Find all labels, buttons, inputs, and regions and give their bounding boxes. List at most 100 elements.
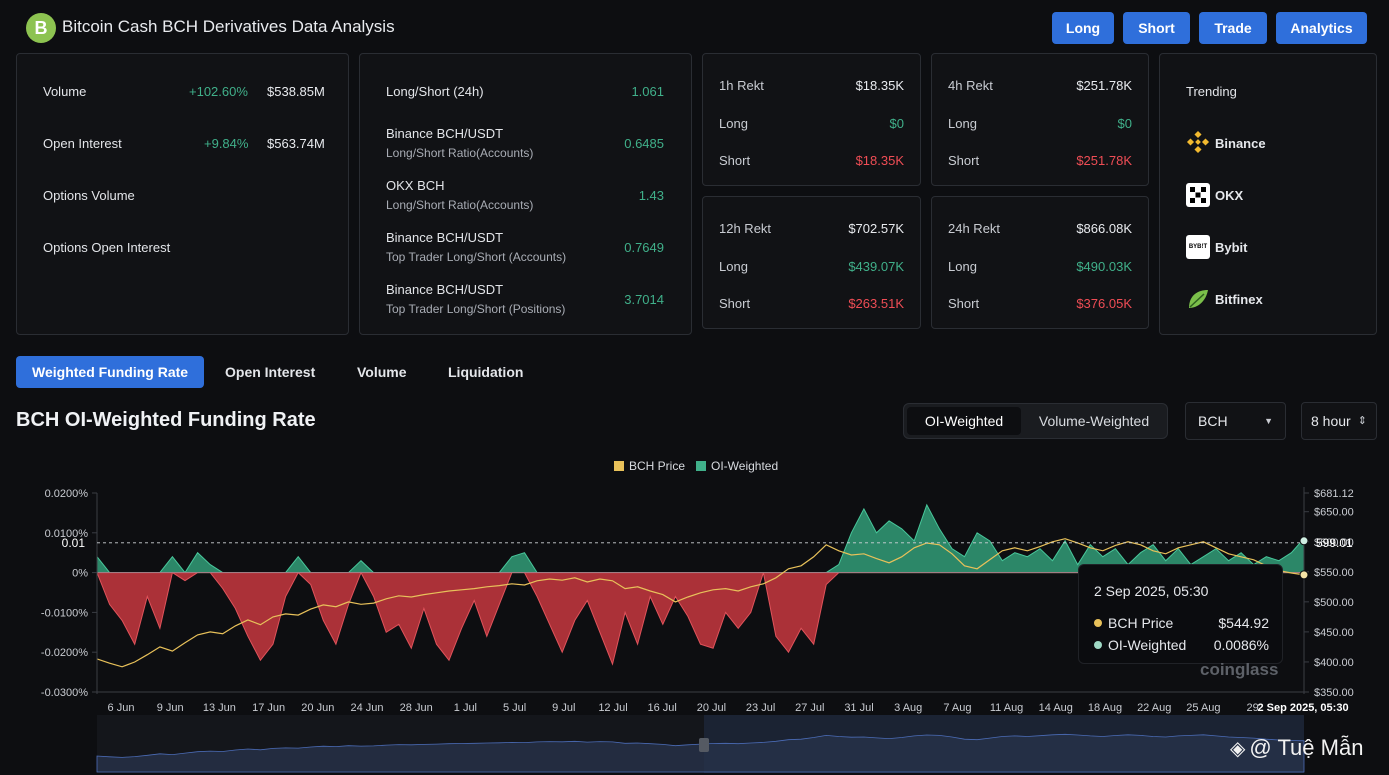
ratio-label: Binance BCH/USDT: [386, 126, 504, 141]
x-tick-label: 7 Aug: [943, 702, 971, 714]
x-tick-label: 28 Jun: [400, 702, 433, 714]
options-volume-label: Options Volume: [43, 188, 135, 203]
nav-long-button[interactable]: Long: [1052, 12, 1114, 44]
range-navigator: [96, 715, 1305, 773]
tab-liquidation[interactable]: Liquidation: [448, 364, 524, 380]
y-right-tick-label: $400.00: [1314, 657, 1354, 669]
rekt-title: 1h Rekt: [719, 78, 764, 93]
rekt-long-label: Long: [948, 116, 977, 131]
interval-select[interactable]: 8 hour ⇕: [1301, 402, 1377, 440]
y-left-tick-label: -0.0300%: [41, 687, 88, 699]
x-tick-label: 18 Aug: [1088, 702, 1122, 714]
rekt-short-value: $251.78K: [1076, 153, 1132, 168]
navigator-selection: [704, 715, 1304, 773]
coinglass-watermark: coinglass: [1200, 660, 1279, 679]
rekt-long-label: Long: [719, 259, 748, 274]
options-open-interest-label: Options Open Interest: [43, 240, 171, 255]
long-short-ratio-card: Long/Short (24h) 1.061 Binance BCH/USDT …: [359, 53, 692, 335]
rekt-long-value: $439.07K: [848, 259, 904, 274]
binance-icon: [1186, 130, 1210, 154]
bitcoin-cash-logo-icon: B: [26, 13, 56, 43]
rekt-short-label: Short: [948, 296, 980, 311]
oi-weighted-positive-area: [96, 503, 1305, 574]
trending-bybit-link[interactable]: Bybit: [1215, 240, 1248, 255]
author-credit-text: @ Tuệ Mẫn: [1249, 735, 1364, 760]
legend-oi-label: OI-Weighted: [711, 459, 779, 473]
bch-price-marker: [1299, 570, 1309, 580]
legend-price-label: BCH Price: [629, 459, 686, 473]
open-interest-change: +9.84%: [204, 136, 249, 151]
x-tick-label: 31 Jul: [844, 702, 873, 714]
trending-okx-link[interactable]: OKX: [1215, 188, 1244, 203]
tooltip-rate-value: 0.0086%: [1213, 637, 1269, 653]
y-left-tick-label: -0.0100%: [41, 607, 88, 619]
tab-open-interest[interactable]: Open Interest: [225, 364, 316, 380]
chevron-down-icon: ▼: [1264, 416, 1273, 426]
y-right-tick-label: $450.00: [1314, 627, 1354, 639]
y-right-tick-label: $550.00: [1314, 567, 1354, 579]
rekt-total: $702.57K: [848, 221, 904, 236]
y-right-tick-label: $681.12: [1314, 488, 1354, 500]
legend-oi-weighted[interactable]: OI-Weighted: [696, 459, 778, 473]
tooltip-price-value: $544.92: [1218, 615, 1269, 631]
diamond-logo-icon: ◈: [1230, 738, 1246, 760]
crosshair-right-label: 599.01: [1316, 536, 1353, 550]
rekt-long-value: $0: [1117, 116, 1132, 131]
rekt-title: 12h Rekt: [719, 221, 772, 236]
ratio-label: OKX BCH: [386, 178, 445, 193]
rekt-short-label: Short: [719, 153, 751, 168]
y-left-tick-label: 0.0100%: [45, 528, 89, 540]
legend-price-swatch: [614, 461, 624, 471]
ratio-sublabel: Top Trader Long/Short (Positions): [386, 302, 566, 316]
navigator-handle: [699, 738, 709, 752]
chart-tooltip: 2 Sep 2025, 05:30 BCH Price $544.92 OI-W…: [1078, 564, 1283, 664]
ratio-value: 3.7014: [624, 292, 664, 307]
volume-change: +102.60%: [189, 84, 248, 99]
crosshair-left-label: 0.01: [62, 536, 86, 550]
x-tick-label: 25 Aug: [1186, 702, 1220, 714]
ratio-value: 1.43: [638, 188, 664, 203]
navigator-area: [96, 733, 1305, 773]
mode-oi-weighted-button[interactable]: OI-Weighted: [907, 407, 1021, 435]
weighting-mode-toggle: OI-Weighted Volume-Weighted: [903, 403, 1168, 439]
tab-volume[interactable]: Volume: [357, 364, 407, 380]
x-tick-label: 12 Jul: [598, 702, 627, 714]
x-tick-label: 3 Aug: [894, 702, 922, 714]
okx-icon: [1186, 183, 1210, 207]
nav-trade-button[interactable]: Trade: [1199, 12, 1267, 44]
author-credit: ◈ @ Tuệ Mẫn: [1230, 735, 1363, 761]
rekt-title: 4h Rekt: [948, 78, 993, 93]
rekt-short-label: Short: [719, 296, 751, 311]
legend-oi-swatch: [696, 461, 706, 471]
nav-short-button[interactable]: Short: [1123, 12, 1190, 44]
rekt-long-value: $0: [889, 116, 904, 131]
rekt-short-value: $263.51K: [848, 296, 904, 311]
navigator-background: [97, 715, 1304, 773]
app-title: Bitcoin Cash BCH Derivatives Data Analys…: [62, 17, 395, 36]
trending-bitfinex-link[interactable]: Bitfinex: [1215, 292, 1263, 307]
x-tick-label: 24 Jun: [350, 702, 383, 714]
tooltip-rate-label: OI-Weighted: [1108, 637, 1187, 653]
x-tick-label: 5 Jul: [503, 702, 526, 714]
tab-weighted-funding-rate[interactable]: Weighted Funding Rate: [16, 356, 205, 388]
updown-arrows-icon: ⇕: [1357, 415, 1367, 427]
legend-price[interactable]: BCH Price: [614, 459, 685, 473]
tooltip-price-dot: [1094, 619, 1102, 627]
ratio-label: Binance BCH/USDT: [386, 230, 504, 245]
nav-analytics-button[interactable]: Analytics: [1276, 12, 1367, 44]
x-tick-label: 1 Jul: [454, 702, 477, 714]
x-tick-label: 11 Aug: [990, 702, 1023, 714]
y-right-tick-label: $500.00: [1314, 597, 1354, 609]
x-tick-label: 16 Jul: [648, 702, 677, 714]
y-left-tick-label: 0.0200%: [45, 488, 89, 500]
coin-select[interactable]: BCH ▼: [1185, 402, 1286, 440]
x-tick-label: 23 Jul: [746, 702, 775, 714]
x-tick-label: 13 Jun: [203, 702, 236, 714]
open-interest-label: Open Interest: [43, 136, 122, 151]
rekt-4h-card: 4h Rekt $251.78K Long $0 Short $251.78K: [931, 53, 1149, 186]
trending-binance-link[interactable]: Binance: [1215, 136, 1266, 151]
tooltip-date: 2 Sep 2025, 05:30: [1094, 583, 1209, 599]
mode-volume-weighted-button[interactable]: Volume-Weighted: [1038, 413, 1150, 429]
coin-select-value: BCH: [1198, 413, 1228, 429]
rekt-12h-card: 12h Rekt $702.57K Long $439.07K Short $2…: [702, 196, 921, 329]
